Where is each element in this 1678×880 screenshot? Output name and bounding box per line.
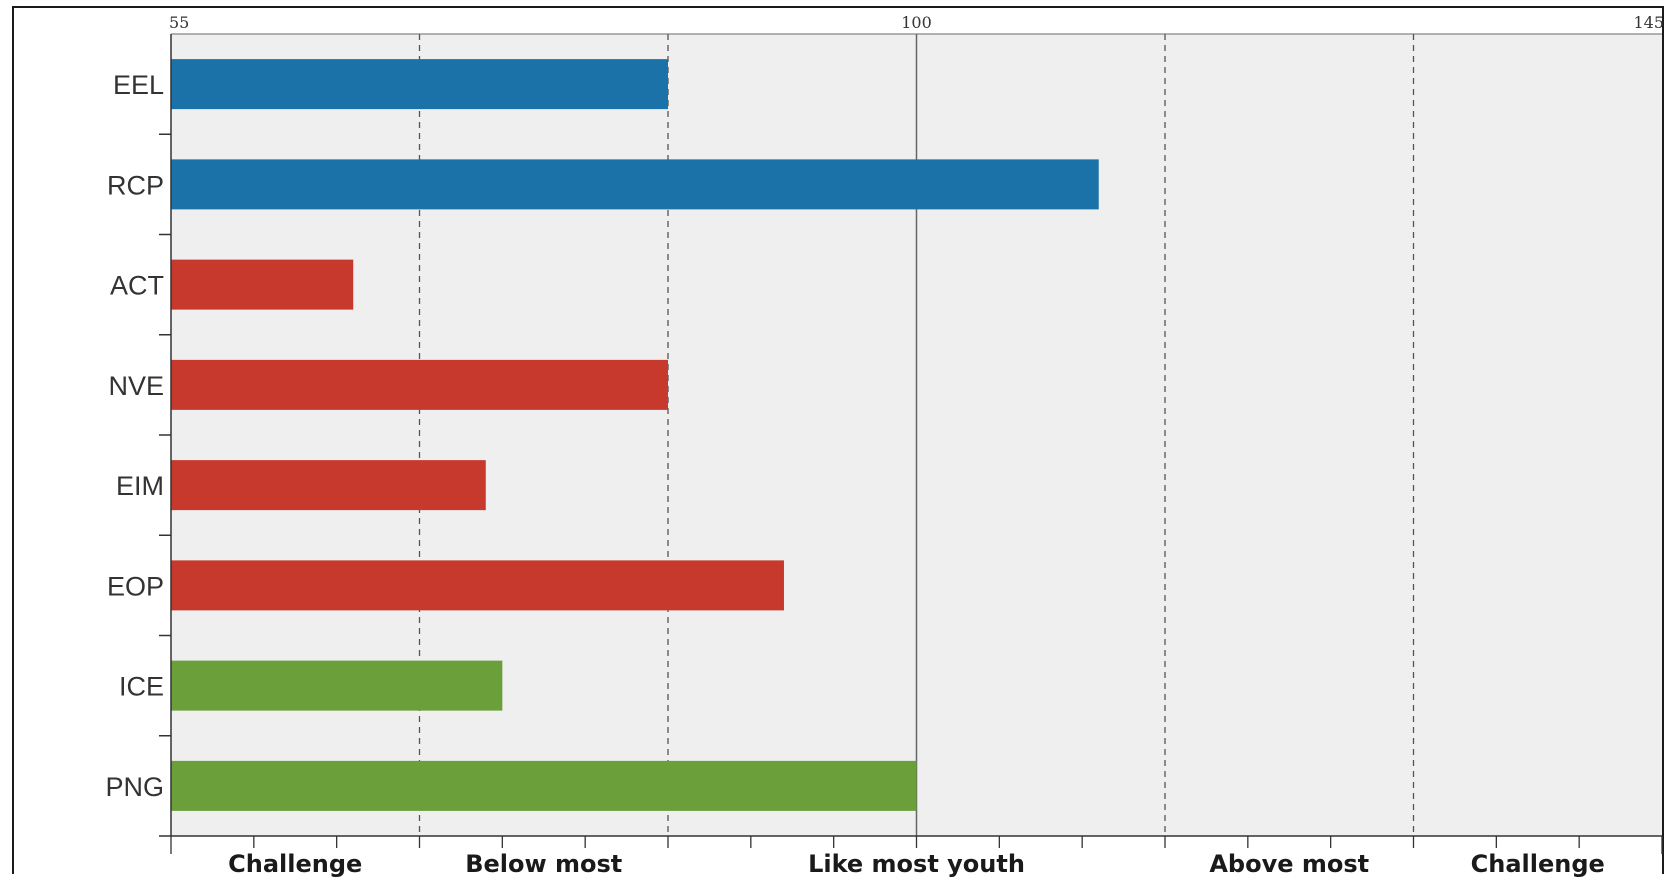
bar-eim (171, 460, 486, 511)
category-label-ice: ICE (119, 672, 164, 702)
bar-ice (171, 660, 503, 711)
band-label-2: Below most (465, 850, 622, 878)
band-label-5: Challenge (1471, 850, 1605, 878)
bar-rcp (171, 159, 1099, 210)
bar-eel (171, 59, 668, 110)
bar-nve (171, 359, 668, 410)
top-tick-label: 145 (1633, 13, 1664, 32)
category-label-png: PNG (105, 772, 164, 802)
category-label-nve: NVE (108, 371, 164, 401)
band-label-3: Like most youth (808, 850, 1025, 878)
category-label-act: ACT (110, 271, 164, 301)
bar-eop (171, 560, 784, 611)
top-tick-label: 100 (901, 13, 932, 32)
bar-act (171, 259, 354, 310)
band-label-4: Above most (1209, 850, 1369, 878)
category-label-eel: EEL (113, 70, 164, 100)
category-label-eop: EOP (107, 571, 164, 601)
top-tick-label: 55 (169, 13, 189, 32)
category-label-rcp: RCP (107, 170, 164, 200)
band-label-1: Challenge (228, 850, 362, 878)
bar-png (171, 760, 917, 811)
category-label-eim: EIM (116, 471, 164, 501)
